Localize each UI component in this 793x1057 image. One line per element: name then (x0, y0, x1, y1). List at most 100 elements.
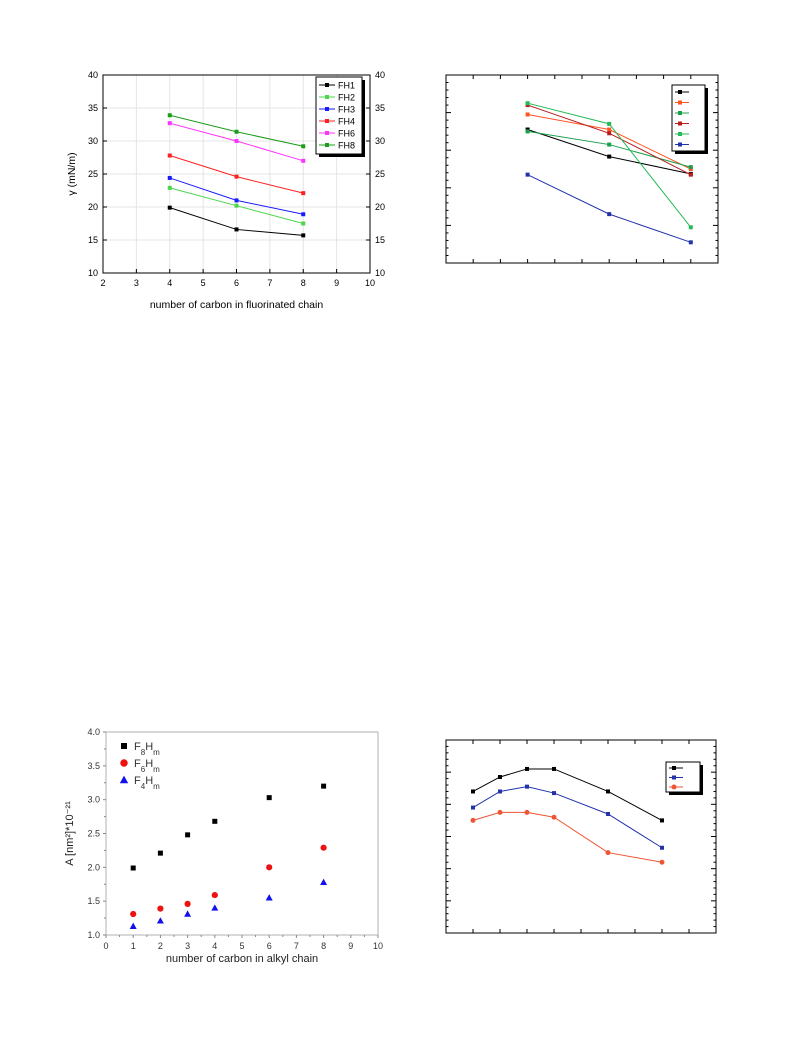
legend-label: FH2 (338, 93, 355, 103)
legend-marker (678, 121, 682, 126)
data-point (552, 766, 556, 771)
data-point (552, 791, 556, 796)
data-point (301, 233, 306, 238)
x-tick-label: 4 (167, 278, 172, 288)
legend-label: FH1 (338, 81, 355, 91)
data-point (497, 809, 503, 815)
data-point (211, 904, 219, 911)
data-point (167, 113, 172, 118)
data-point (607, 154, 612, 159)
legend-marker (120, 759, 128, 767)
series-line (527, 174, 691, 243)
series-FH2 (167, 185, 306, 226)
data-point (185, 832, 191, 838)
data-point (266, 864, 273, 871)
data-point (301, 158, 306, 163)
data-point (605, 850, 611, 856)
data-point (660, 818, 664, 823)
legend-marker (121, 743, 127, 749)
y2-tick-label: 10 (375, 268, 385, 278)
legend: FH1 FH2 FH3 FH4 FH6 FH8 (315, 76, 365, 157)
x-tick-label: 1 (131, 941, 136, 951)
data-point (607, 131, 612, 136)
series-2 (470, 809, 665, 865)
legend-label-part: m (153, 748, 160, 757)
legend-marker (672, 775, 676, 780)
series-F6Hm (130, 844, 327, 918)
data-point (234, 227, 239, 232)
data-point (606, 789, 610, 794)
legend-label: FH6 (338, 129, 355, 139)
data-point (211, 891, 218, 899)
data-point (320, 878, 328, 885)
legend-marker (325, 83, 329, 87)
legend-label: FH4 (338, 117, 355, 127)
data-point (524, 809, 530, 815)
y-tick-label: 20 (88, 202, 98, 212)
y-tick-label: 30 (88, 136, 98, 146)
data-point (301, 221, 306, 226)
data-point (607, 212, 612, 217)
legend-marker (678, 90, 682, 94)
data-point (130, 865, 136, 871)
legend-label: F6Hm (134, 758, 160, 774)
data-point (301, 191, 306, 196)
data-point (265, 894, 273, 901)
legend-label: F4Hm (134, 775, 160, 791)
legend (671, 84, 708, 154)
series-line (527, 102, 692, 228)
data-point (167, 175, 172, 180)
series-1 (525, 112, 693, 171)
legend-box (315, 76, 363, 155)
legend (665, 761, 703, 795)
series-FH4 (167, 153, 306, 196)
legend-marker (325, 107, 329, 111)
legend-marker (678, 111, 682, 115)
y2-tick-label: 15 (375, 235, 385, 245)
legend-label-part: F (134, 758, 141, 770)
y2-tick-label: 40 (375, 70, 385, 80)
legend-marker (672, 766, 676, 770)
chart-area-vs-alkyl-svg: 0 1 2 3 4 5 6 7 8 9 10 1.0 1.5 2.0 2.5 3.0 3.5 4.0 number … (64, 727, 383, 965)
y-axis-label: γ (mN/m) (66, 152, 78, 195)
y2-tick-label: 35 (375, 103, 385, 113)
series-3 (525, 103, 693, 177)
series-1 (471, 784, 664, 850)
chart-bottom-right-svg (445, 739, 717, 934)
x-tick-label: 0 (103, 941, 108, 951)
y2-tick-label: 20 (375, 202, 385, 212)
legend-marker (678, 132, 682, 136)
legend-marker (119, 775, 129, 784)
data-point (266, 795, 272, 801)
data-point (167, 121, 172, 126)
data-point (301, 144, 306, 149)
y-tick-label: 15 (88, 235, 98, 245)
data-point (156, 917, 164, 924)
data-point (551, 814, 557, 820)
legend-label-part: F (134, 741, 141, 753)
legend-marker (325, 119, 329, 123)
data-point (525, 101, 530, 106)
legend-label: FH8 (338, 141, 355, 151)
data-point (525, 784, 529, 789)
x-tick-label: 3 (185, 941, 190, 951)
data-point (234, 198, 239, 203)
legend-marker (671, 784, 677, 790)
legend-label-part: H (145, 741, 153, 753)
data-point (525, 112, 530, 117)
data-point (234, 174, 239, 179)
y-tick-label: 3.5 (87, 761, 100, 771)
x-tick-label: 5 (239, 941, 244, 951)
data-point (184, 900, 191, 907)
x-tick-label: 5 (201, 278, 206, 288)
series-F8Hm (130, 783, 327, 871)
data-point (234, 203, 239, 208)
series-FH6 (167, 121, 306, 163)
series-line (527, 104, 692, 176)
data-point (688, 172, 693, 177)
data-point (167, 205, 172, 210)
data-point (130, 910, 137, 918)
data-point (659, 859, 665, 865)
